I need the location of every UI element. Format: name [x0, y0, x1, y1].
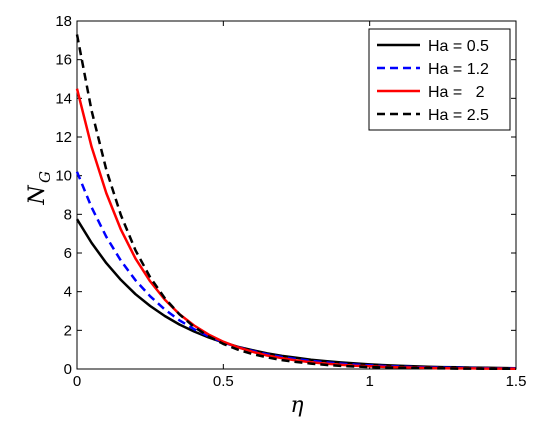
x-tick-label: 0: [73, 373, 81, 390]
y-tick-label: 12: [55, 129, 72, 146]
y-tick-label: 4: [64, 284, 72, 301]
series-line-3: [75, 34, 516, 371]
legend-label-1: Ha = 1.2: [428, 61, 489, 78]
x-tick-label: 0.5: [213, 373, 234, 390]
y-axis-label-subscript: G: [36, 171, 54, 183]
y-tick-label: 14: [55, 90, 72, 107]
axis-ticks: 0 0.5 1 1.5 0 2 4 6 8 10 12 14 16 18: [55, 13, 526, 390]
y-tick-label: 6: [64, 245, 72, 262]
y-tick-label: 0: [64, 361, 72, 378]
x-axis-label: η: [290, 393, 303, 418]
y-tick-label: 16: [55, 52, 72, 69]
y-tick-label: 18: [55, 13, 72, 30]
y-axis-label-group: N G: [25, 171, 54, 206]
x-tick-label: 1.5: [506, 373, 527, 390]
x-tick-label: 1: [365, 373, 373, 390]
legend-label-0: Ha = 0.5: [428, 38, 489, 55]
y-axis-label: N: [25, 185, 50, 206]
y-tick-label: 2: [64, 322, 72, 339]
y-tick-label: 8: [64, 206, 72, 223]
legend: Ha = 0.5 Ha = 1.2 Ha = 2 Ha = 2.5: [368, 28, 511, 131]
y-tick-label: 10: [55, 168, 72, 185]
legend-label-3: Ha = 2.5: [428, 107, 489, 124]
series-line-1: [75, 171, 516, 370]
legend-label-2: Ha = 2: [428, 84, 485, 101]
series-lines: [75, 34, 517, 371]
